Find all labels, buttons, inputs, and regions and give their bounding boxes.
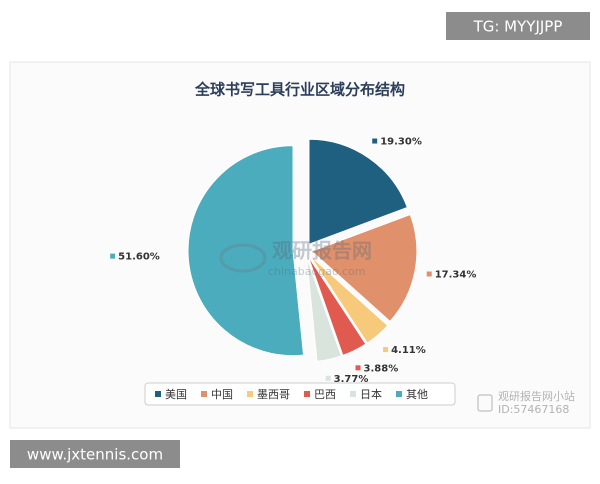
legend: 美国 中国 墨西哥 巴西 日本 其他 (155, 387, 428, 401)
label-marker (426, 271, 432, 277)
legend-label: 其他 (406, 388, 428, 401)
legend-label: 美国 (165, 388, 187, 401)
tag-box (446, 12, 590, 40)
legend-swatch (304, 391, 310, 397)
legend-swatch (155, 391, 161, 397)
pie: 19.30% 17.34% 4.11% 3.88%3.77% 51.60% (110, 137, 476, 385)
legend-label: 墨西哥 (257, 388, 290, 401)
label-marker (325, 375, 331, 381)
tag-text: TG: MYYJJPP (473, 18, 563, 36)
account-watermark: 观研报告网小站 ID:57467168 (477, 389, 575, 416)
pie-slice (308, 138, 408, 245)
label-marker (110, 253, 116, 259)
watermark-logo: 观研报告网 (272, 239, 372, 263)
pie-slice (306, 256, 342, 362)
legend-swatch (247, 391, 253, 397)
legend-label: 中国 (211, 388, 233, 401)
data-label: 3.88% (364, 363, 399, 374)
watermark-icon (219, 243, 267, 273)
pie-slice (309, 254, 389, 344)
legend-swatch (201, 391, 207, 397)
chart-title: 全球书写工具行业区域分布结构 (194, 81, 405, 99)
label-marker (372, 138, 378, 144)
account-icon (477, 394, 493, 412)
watermark: 观研报告网 chinabaogao.com (219, 239, 372, 278)
data-label: 51.60% (118, 252, 160, 263)
account-id: ID:57467168 (498, 403, 569, 416)
pie-slice (187, 145, 305, 357)
watermark-url: chinabaogao.com (268, 265, 366, 278)
chart-panel (9, 61, 591, 429)
data-label: 19.30% (380, 137, 422, 148)
site-box (10, 440, 180, 468)
legend-label: 日本 (360, 387, 382, 401)
account-name: 观研报告网小站 (498, 389, 575, 403)
legend-swatch (396, 391, 402, 397)
label-marker (383, 347, 389, 353)
label-marker (355, 365, 361, 371)
legend-box (144, 382, 456, 406)
legend-swatch (350, 391, 356, 397)
pie-slice (310, 213, 418, 323)
data-label: 3.77% (334, 374, 369, 385)
legend-label: 巴西 (314, 388, 336, 401)
site-text: www.jxtennis.com (27, 446, 163, 464)
data-label: 4.11% (391, 345, 426, 356)
data-label: 17.34% (435, 269, 477, 280)
pie-slice (307, 256, 367, 356)
